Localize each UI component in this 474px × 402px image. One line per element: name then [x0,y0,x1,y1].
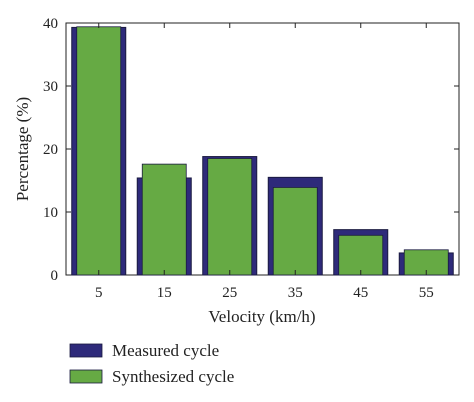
legend-label-synthesized-cycle: Synthesized cycle [112,367,234,386]
bar-synthesized-cycle-25 [207,158,253,276]
legend-label-measured-cycle: Measured cycle [112,341,219,360]
y-tick-label: 10 [43,205,58,221]
bars-group [71,26,454,276]
y-axis-ticks: 0 10 20 30 40 [43,16,459,284]
x-tick-label: 55 [419,285,434,301]
bar-synthesized-cycle-35 [272,187,318,276]
y-tick-label: 40 [43,16,58,32]
x-tick-label: 5 [95,285,103,301]
bar-synthesized-cycle-45 [338,234,384,276]
x-axis-ticks: 5 15 25 35 45 55 [95,23,434,301]
legend-swatch-measured-cycle [69,343,103,358]
y-axis-label: Percentage (%) [13,97,32,201]
y-tick-label: 20 [43,142,58,158]
x-axis-label: Velocity (km/h) [208,307,315,326]
legend: Measured cycle Synthesized cycle [69,341,234,386]
bar-synthesized-cycle-5 [76,26,122,276]
x-tick-label: 15 [157,285,172,301]
x-tick-label: 25 [222,285,237,301]
x-tick-label: 45 [353,285,368,301]
y-tick-label: 0 [51,268,59,284]
legend-swatch-synthesized-cycle [69,369,103,384]
x-tick-label: 35 [288,285,303,301]
y-tick-label: 30 [43,79,58,95]
bar-synthesized-cycle-15 [141,163,187,276]
